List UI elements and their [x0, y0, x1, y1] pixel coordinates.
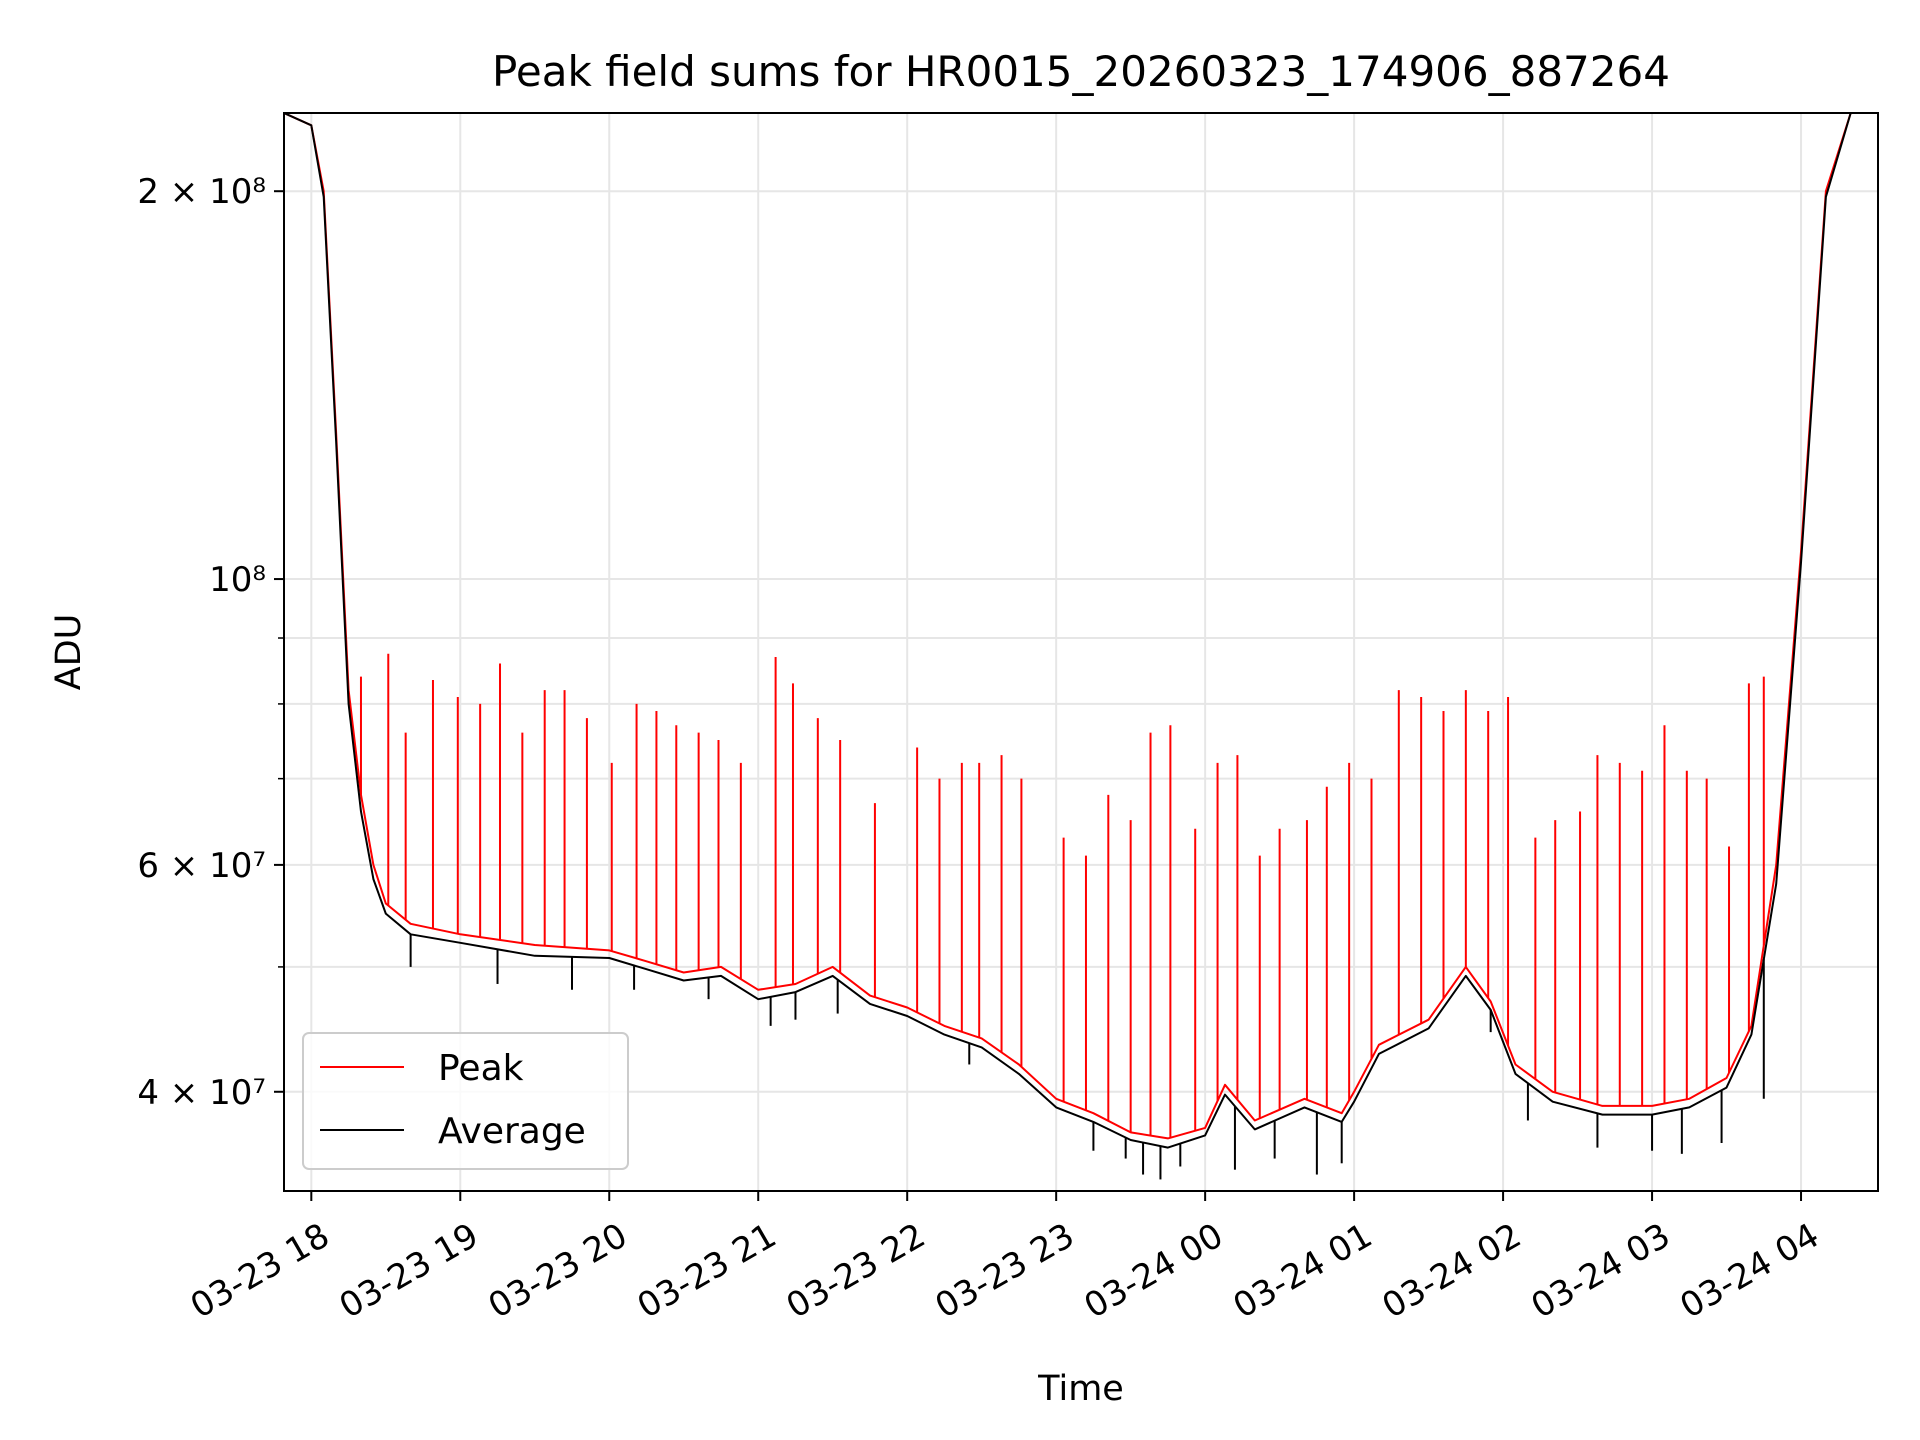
- legend: Peak Average: [302, 1032, 629, 1170]
- series-line-peak: [284, 113, 1878, 1140]
- chart-title: Peak field sums for HR0015_20260323_1749…: [492, 47, 1670, 96]
- y-axis-label: ADU: [49, 614, 89, 691]
- y-tick-label: 4 × 10⁷: [137, 1073, 266, 1113]
- grid: [284, 113, 1878, 1191]
- series-layer: [284, 113, 1878, 1180]
- series-line-average: [284, 113, 1878, 1149]
- legend-peak-label: Peak: [438, 1048, 524, 1089]
- series-peak: [284, 113, 1878, 1140]
- y-tick-label: 10⁸: [209, 560, 266, 600]
- plot-frame: [283, 112, 1879, 1192]
- y-tick-label: 2 × 10⁸: [137, 172, 266, 212]
- x-axis-label: Time: [1037, 1369, 1124, 1409]
- y-tick-label: 6 × 10⁷: [137, 846, 266, 886]
- legend-average-label: Average: [438, 1111, 586, 1152]
- series-average: [284, 113, 1878, 1180]
